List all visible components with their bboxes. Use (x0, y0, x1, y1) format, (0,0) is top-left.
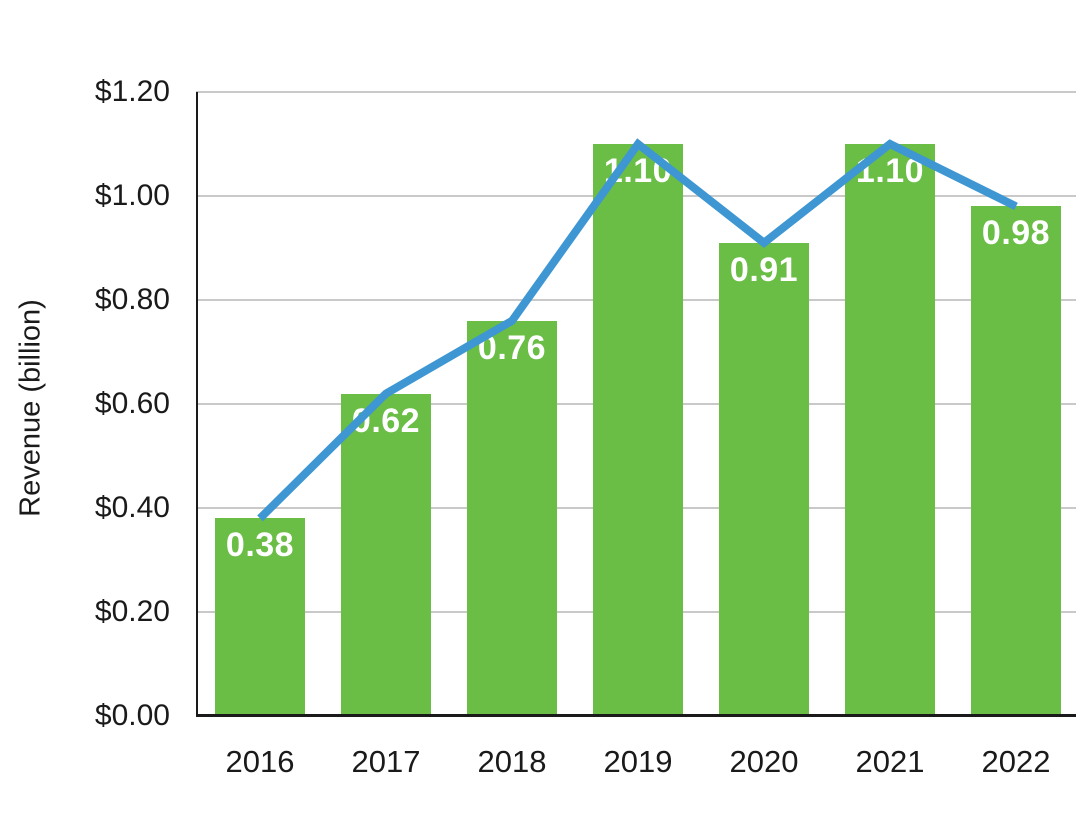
y-tick-label: $0.00 (94, 699, 170, 732)
y-tick-label: $0.20 (94, 595, 170, 628)
bar-value-label: 0.98 (981, 214, 1051, 252)
bar-value-label: 0.38 (225, 526, 295, 564)
gridline (196, 91, 1076, 93)
revenue-trend-line (257, 138, 1018, 522)
x-tick-label-2022: 2022 (981, 744, 1051, 779)
bar-2021: 1.10 (845, 144, 935, 716)
y-axis-line (196, 92, 198, 716)
y-tick-label: $0.60 (94, 387, 170, 420)
x-tick-label-2017: 2017 (351, 744, 421, 779)
y-tick-label: $0.80 (94, 283, 170, 316)
y-tick-label: $1.20 (94, 75, 170, 108)
trend-line-layer (257, 138, 1018, 522)
x-axis-line (196, 714, 1076, 717)
bar-2022: 0.98 (971, 206, 1061, 716)
x-tick-label-2020: 2020 (729, 744, 799, 779)
plot-area: 0.38 0.62 0.76 1.10 0.91 1.10 0.98 (196, 91, 1076, 717)
bar-2017: 0.62 (341, 394, 431, 716)
bar-value-label: 0.91 (729, 251, 799, 289)
y-tick-label: $1.00 (94, 179, 170, 212)
bar-2019: 1.10 (593, 144, 683, 716)
bar-2018: 0.76 (467, 321, 557, 716)
x-tick-label-2016: 2016 (225, 744, 295, 779)
bar-2020: 0.91 (719, 243, 809, 716)
bar-2016: 0.38 (215, 518, 305, 716)
x-tick-label-2021: 2021 (855, 744, 925, 779)
x-tick-label-2019: 2019 (603, 744, 673, 779)
x-tick-label-2018: 2018 (477, 744, 547, 779)
y-tick-label: $0.40 (94, 491, 170, 524)
